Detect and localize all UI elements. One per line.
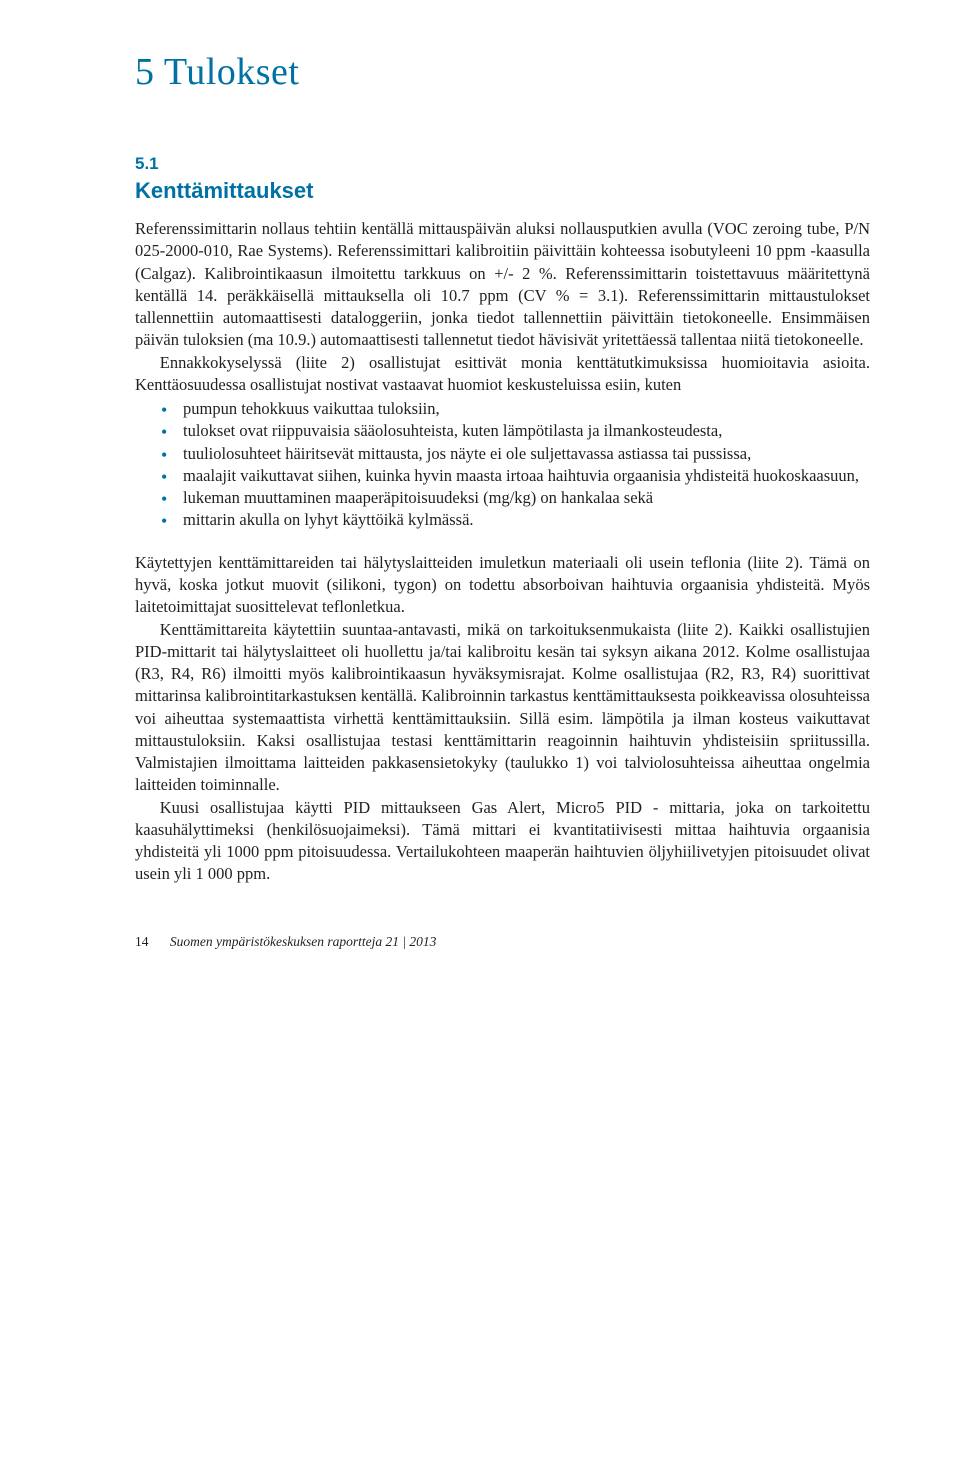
paragraph-1: Referenssimittarin nollaus tehtiin kentä… [135, 218, 870, 352]
document-page: 5 Tulokset 5.1 Kenttämittaukset Referens… [0, 0, 960, 990]
paragraph-4: Kenttämittareita käytettiin suuntaa-anta… [135, 619, 870, 797]
page-footer: 14 Suomen ympäristökeskuksen raportteja … [135, 934, 870, 950]
bullet-item: maalajit vaikuttavat siihen, kuinka hyvi… [135, 465, 870, 487]
bullet-item: mittarin akulla on lyhyt käyttöikä kylmä… [135, 509, 870, 531]
chapter-title: 5 Tulokset [135, 50, 870, 94]
bullet-item: lukeman muuttaminen maaperäpitoisuudeksi… [135, 487, 870, 509]
paragraph-5: Kuusi osallistujaa käytti PID mittauksee… [135, 797, 870, 886]
bullet-item: pumpun tehokkuus vaikuttaa tuloksiin, [135, 398, 870, 420]
paragraph-spacer [135, 534, 870, 552]
bullet-list: pumpun tehokkuus vaikuttaa tuloksiin, tu… [135, 398, 870, 532]
bullet-item: tulokset ovat riippuvaisia sääolosuhteis… [135, 420, 870, 442]
bullet-item: tuuliolosuhteet häiritsevät mittausta, j… [135, 443, 870, 465]
section-number: 5.1 [135, 154, 870, 174]
section-title: Kenttämittaukset [135, 178, 870, 204]
page-number: 14 [135, 934, 149, 950]
paragraph-3: Käytettyjen kenttämittareiden tai hälyty… [135, 552, 870, 619]
series-title: Suomen ympäristökeskuksen raportteja 21 … [170, 934, 437, 949]
paragraph-2: Ennakkokyselyssä (liite 2) osallistujat … [135, 352, 870, 397]
